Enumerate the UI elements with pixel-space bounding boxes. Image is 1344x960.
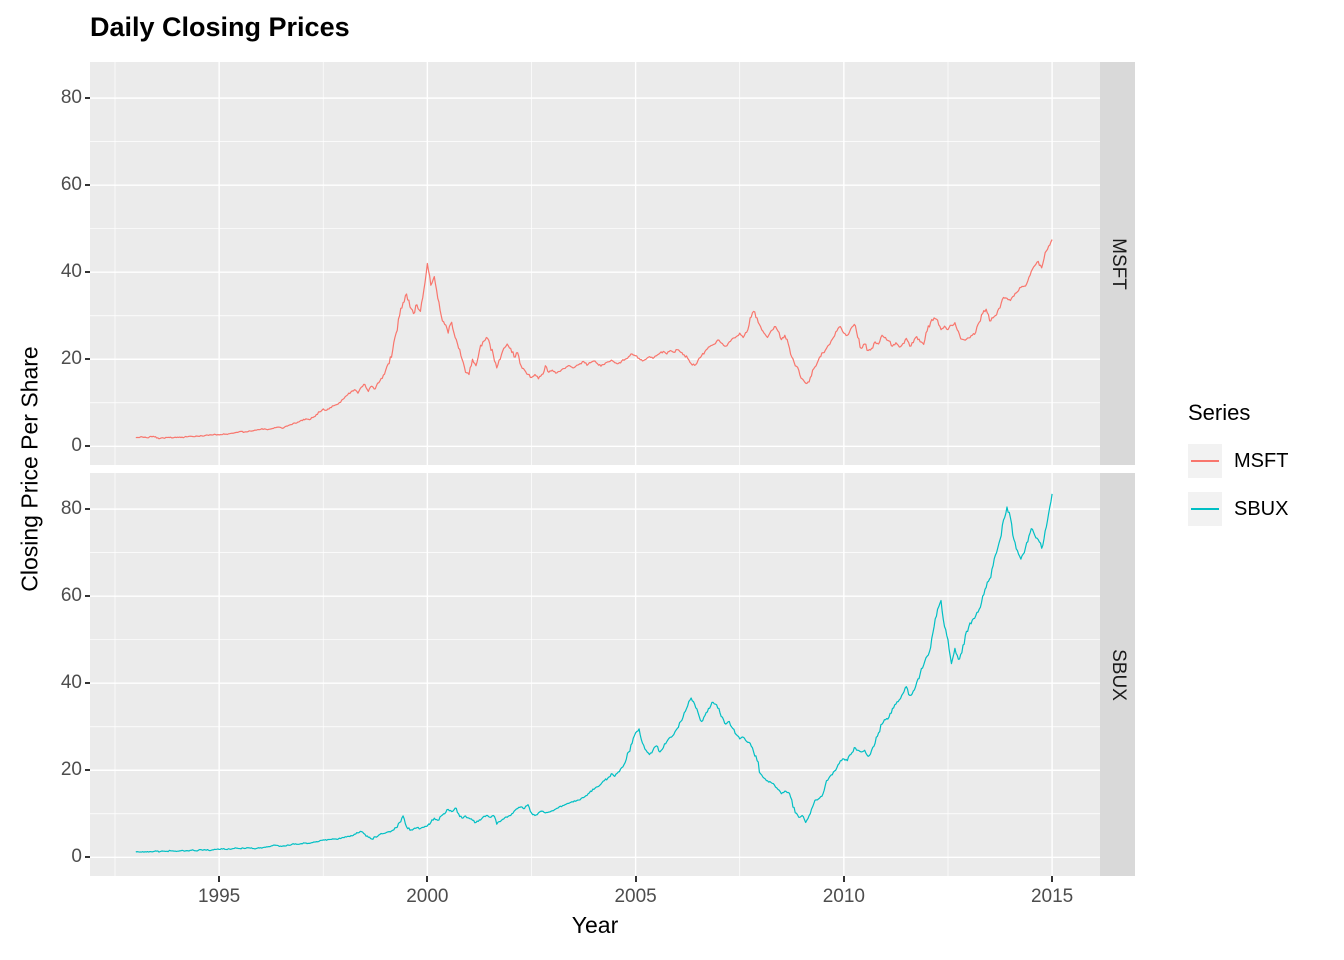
panel-msft (90, 62, 1100, 465)
legend-label-msft: MSFT (1234, 449, 1289, 472)
y-tick-label: 60 (60, 585, 82, 607)
legend-entry-msft: MSFT (1188, 442, 1288, 480)
panel-sbux (90, 473, 1100, 876)
x-tick-label: 2005 (614, 886, 657, 907)
series-line-sbux (135, 493, 1053, 853)
x-tick-label: 2015 (1030, 886, 1074, 907)
facet-strip-msft: MSFT (1100, 62, 1135, 465)
y-tick-label: 0 (71, 435, 82, 457)
y-tick-label: 80 (60, 87, 82, 109)
y-axis-tick (85, 184, 90, 187)
y-tick-label: 0 (71, 846, 82, 868)
facet-strip-msft-label: MSFT (1107, 237, 1129, 290)
legend-key-sbux (1188, 492, 1222, 526)
x-axis-tick (426, 876, 429, 882)
x-axis-title: Year (571, 912, 619, 938)
panel-canvas-msft (90, 62, 1100, 465)
y-axis-tick (85, 508, 90, 511)
y-tick-label: 60 (60, 174, 82, 196)
x-axis-tick (1051, 876, 1054, 882)
x-axis-tick (634, 876, 637, 882)
x-tick-label: 2010 (822, 886, 865, 907)
legend-label-sbux: SBUX (1234, 497, 1289, 520)
legend-key-msft (1188, 444, 1222, 478)
legend-line-sample-msft (1191, 460, 1219, 462)
legend-line-sample-sbux (1191, 508, 1219, 510)
y-axis-title: Closing Price Per Share (16, 346, 43, 592)
y-tick-label: 80 (60, 498, 82, 520)
legend-title: Series (1188, 400, 1251, 425)
x-tick-label: 1995 (197, 886, 241, 907)
legend: Series MSFT SBUX (1188, 400, 1288, 538)
y-axis-tick (85, 358, 90, 361)
series-line-msft (135, 239, 1053, 440)
y-tick-label: 20 (60, 759, 82, 781)
y-axis-tick (85, 595, 90, 598)
facet-strip-sbux-label: SBUX (1107, 648, 1129, 701)
x-axis-tick (842, 876, 845, 882)
y-axis-tick (85, 682, 90, 685)
x-axis-tick (218, 876, 221, 882)
plot-title: Daily Closing Prices (90, 12, 350, 42)
y-axis-tick (85, 97, 90, 100)
y-tick-label: 20 (60, 348, 82, 370)
y-axis-tick (85, 445, 90, 448)
x-tick-label: 2000 (406, 886, 449, 907)
y-tick-label: 40 (60, 261, 82, 283)
y-axis-tick (85, 769, 90, 772)
y-tick-label: 40 (60, 672, 82, 694)
y-axis-tick (85, 856, 90, 859)
panel-canvas-sbux (90, 473, 1100, 876)
y-axis-tick (85, 271, 90, 274)
legend-entry-sbux: SBUX (1188, 490, 1288, 528)
facet-strip-sbux: SBUX (1100, 473, 1135, 876)
